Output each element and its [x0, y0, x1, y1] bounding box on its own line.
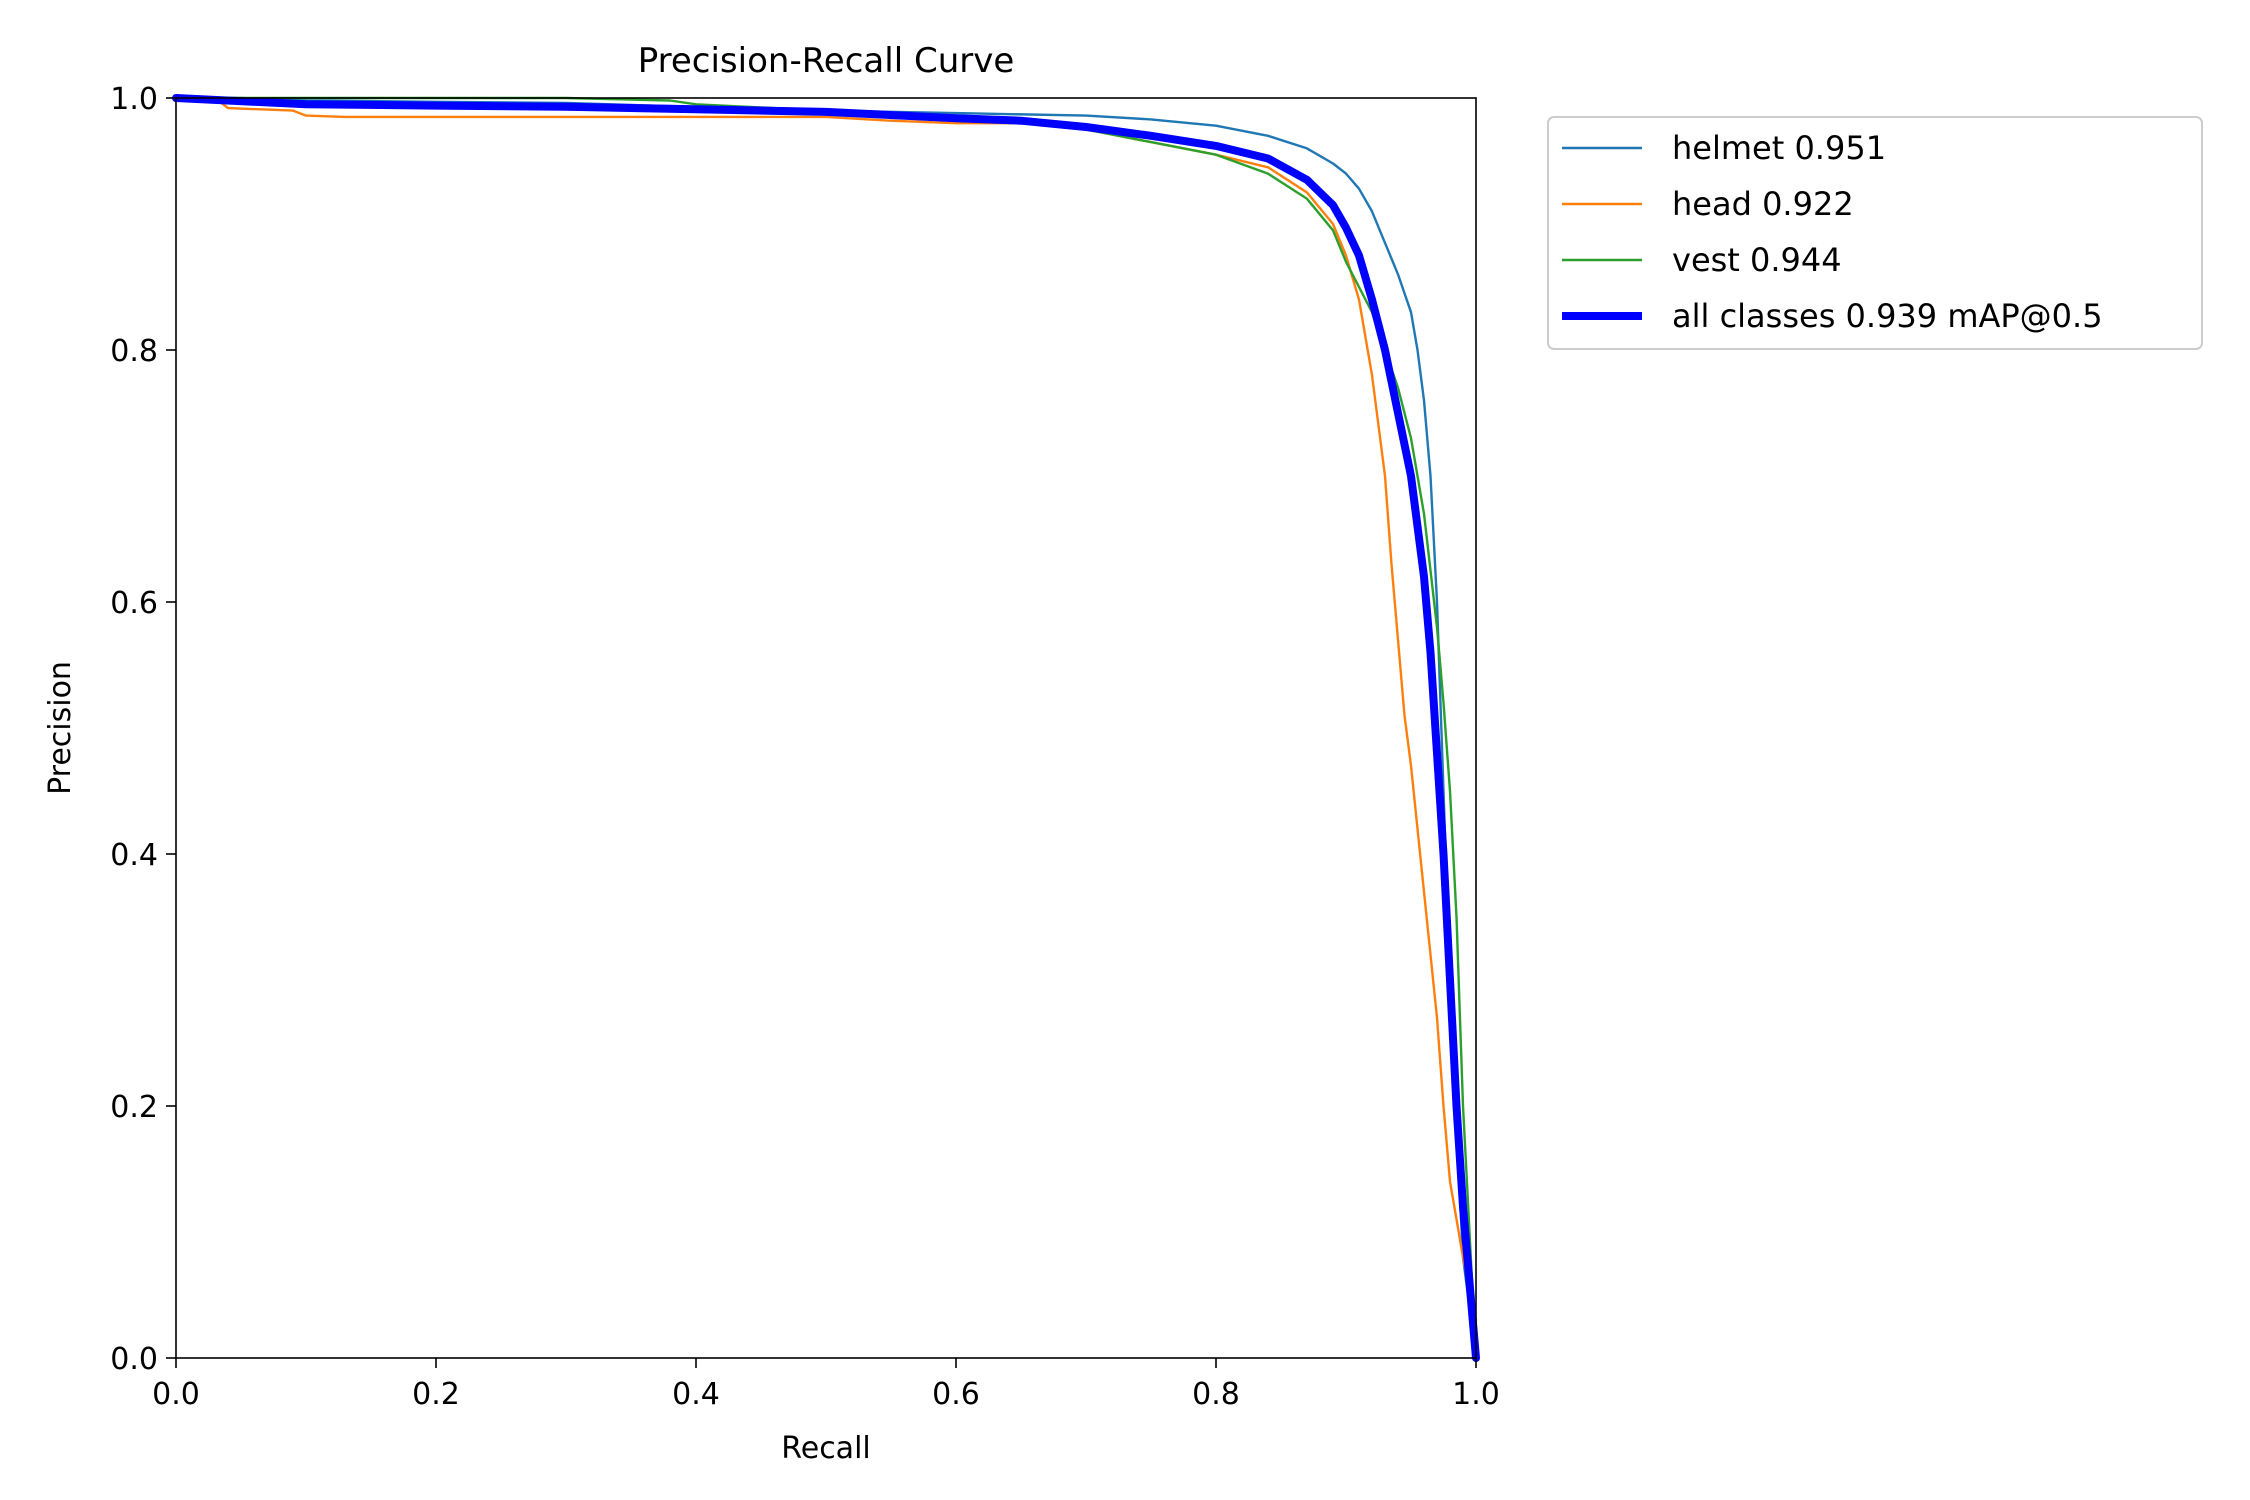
- y-tick-label: 1.0: [110, 82, 158, 117]
- legend-label-3: all classes 0.939 mAP@0.5: [1672, 297, 2103, 335]
- x-tick-label: 1.0: [1452, 1377, 1500, 1412]
- series-layer: [172, 94, 1480, 1362]
- legend-label-1: head 0.922: [1672, 185, 1854, 223]
- x-tick-label: 0.4: [672, 1377, 720, 1412]
- series-line-1: [174, 96, 1478, 1322]
- series-line-3: [172, 94, 1480, 1362]
- y-tick-label: 0.2: [110, 1090, 158, 1125]
- legend-frame: [1547, 116, 2203, 350]
- plot-frame: [175, 97, 1477, 1359]
- x-axis-label: Recall: [781, 1431, 871, 1466]
- legend-label-2: vest 0.944: [1672, 241, 1842, 279]
- x-tick-label: 0.2: [412, 1377, 460, 1412]
- x-tick-label: 0.0: [152, 1377, 200, 1412]
- plot-background: [176, 98, 1476, 1358]
- y-tick-label: 0.0: [110, 1342, 158, 1377]
- legend-label-0: helmet 0.951: [1672, 129, 1886, 167]
- y-axis-label: Precision: [43, 661, 78, 795]
- plot-area: [172, 94, 1480, 1362]
- y-tick-label: 0.4: [110, 838, 158, 873]
- y-axis-ticks: 0.0 0.2 0.4 0.6 0.8 1.0: [110, 82, 176, 1377]
- x-axis-ticks: 0.0 0.2 0.4 0.6 0.8 1.0: [152, 1358, 1500, 1412]
- chart-title: Precision-Recall Curve: [638, 41, 1015, 81]
- x-tick-label: 0.6: [932, 1377, 980, 1412]
- legend: helmet 0.951 head 0.922 vest 0.944 all clas…: [1547, 116, 2203, 350]
- y-tick-label: 0.8: [110, 334, 158, 369]
- series-line-2: [174, 96, 1478, 1360]
- x-tick-label: 0.8: [1192, 1377, 1240, 1412]
- y-tick-label: 0.6: [110, 586, 158, 621]
